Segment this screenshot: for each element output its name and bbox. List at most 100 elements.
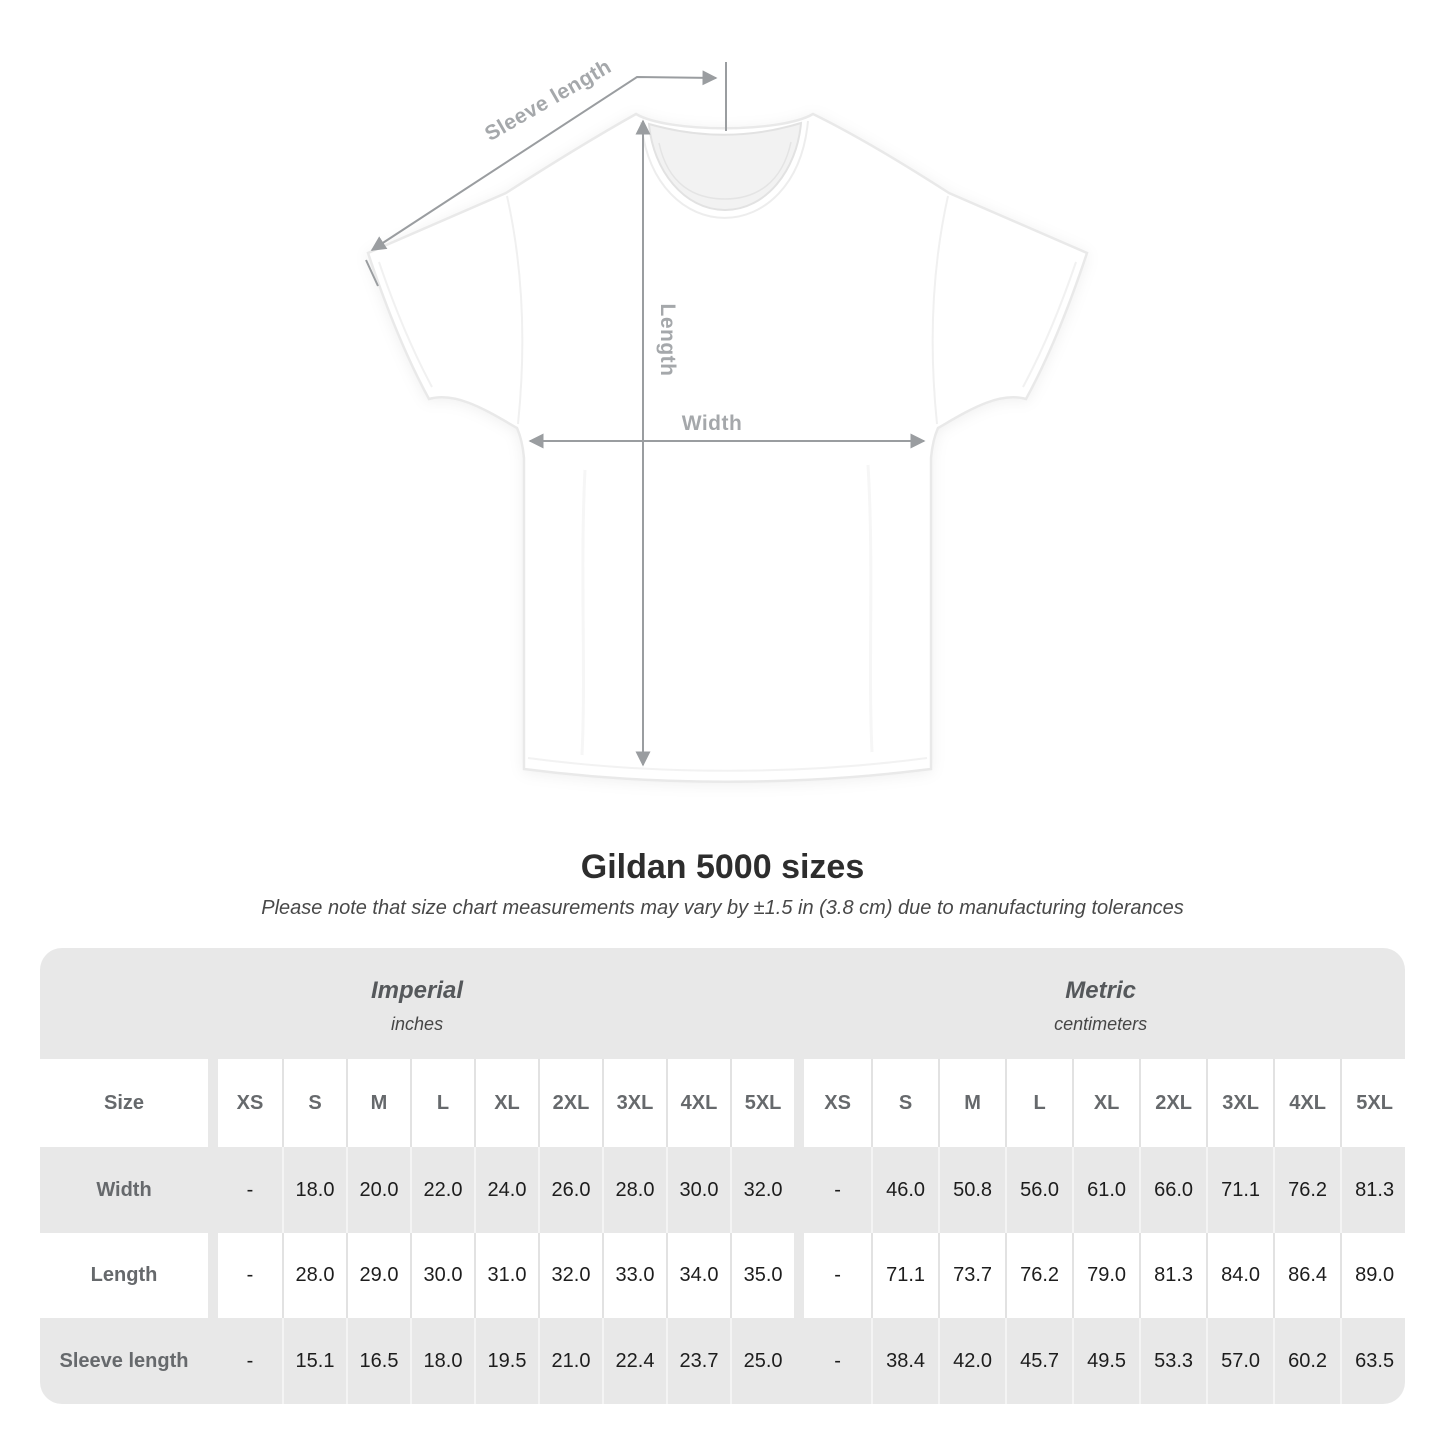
size-col-header: S — [871, 1058, 939, 1148]
tshirt-measurement-diagram: Sleeve length Length Width — [365, 55, 1089, 783]
value-cell: 31.0 — [474, 1232, 538, 1319]
value-cell: 71.1 — [1206, 1147, 1273, 1233]
value-cell: - — [246, 1349, 254, 1372]
value-cell: - — [804, 1232, 872, 1319]
column-gap — [208, 1233, 218, 1319]
value-cell: 33.0 — [602, 1232, 666, 1319]
imperial-unit-label: inches — [391, 1014, 444, 1035]
value-cell: 38.4 — [871, 1318, 938, 1404]
value-cell: 46.0 — [871, 1147, 938, 1233]
value-cell: 22.4 — [602, 1318, 666, 1404]
size-col-header: XL — [474, 1058, 538, 1148]
size-col-header: 2XL — [538, 1058, 602, 1148]
page-title: Gildan 5000 sizes — [580, 848, 865, 886]
value-cell: 34.0 — [666, 1232, 730, 1319]
group-gap — [794, 1147, 804, 1233]
value-cell: 76.2 — [1273, 1147, 1340, 1233]
value-cell: - — [834, 1178, 841, 1201]
value-cell: 79.0 — [1072, 1232, 1140, 1319]
group-gap — [794, 1233, 804, 1319]
sleeve-length-label: Sleeve length — [481, 55, 615, 146]
sleeve-tip-extension — [365, 259, 379, 287]
value-cell: 22.0 — [410, 1147, 474, 1233]
size-col-header: L — [1005, 1058, 1073, 1148]
value-cell: - — [246, 1178, 254, 1201]
metric-unit-label: centimeters — [1054, 1014, 1148, 1035]
value-cell: 81.3 — [1139, 1232, 1207, 1319]
value-cell: 35.0 — [730, 1232, 795, 1319]
table-row-width: Width - 18.0 20.0 22.0 24.0 26.0 28.0 30… — [40, 1147, 1405, 1233]
size-col-header: 3XL — [1206, 1058, 1274, 1148]
size-corner-label: Size — [40, 1058, 208, 1148]
value-cell: 81.3 — [1340, 1147, 1405, 1233]
size-col-header: M — [346, 1058, 410, 1148]
table-row-sleeve-length: Sleeve length - 15.1 16.5 18.0 19.5 21.0… — [40, 1318, 1405, 1404]
value-cell: 60.2 — [1273, 1318, 1340, 1404]
value-cell: 24.0 — [474, 1147, 538, 1233]
value-cell: 71.1 — [871, 1232, 939, 1319]
value-cell: 26.0 — [538, 1147, 602, 1233]
body-fold-right — [866, 464, 874, 753]
imperial-group-header: Imperial inches — [40, 948, 794, 1059]
value-cell: - — [834, 1349, 841, 1372]
value-cell: - — [218, 1232, 282, 1319]
value-cell: 15.1 — [282, 1318, 346, 1404]
value-cell: 28.0 — [282, 1232, 346, 1319]
row-label: Sleeve length — [59, 1349, 189, 1372]
value-cell: 84.0 — [1206, 1232, 1274, 1319]
column-gap — [208, 1059, 218, 1148]
value-cell: 30.0 — [410, 1232, 474, 1319]
value-cell: 49.5 — [1072, 1318, 1139, 1404]
value-cell: 57.0 — [1206, 1318, 1273, 1404]
tolerance-note: Please note that size chart measurements… — [261, 897, 1184, 919]
value-cell: 63.5 — [1340, 1318, 1405, 1404]
size-col-header: L — [410, 1058, 474, 1148]
size-col-header: 2XL — [1139, 1058, 1207, 1148]
size-chart-table: Imperial inches Metric centimeters Size … — [40, 948, 1405, 1404]
size-col-header: 4XL — [666, 1058, 730, 1148]
size-col-header: 5XL — [1340, 1058, 1405, 1148]
group-gap — [794, 1318, 804, 1404]
value-cell: 29.0 — [346, 1232, 410, 1319]
value-cell: 53.3 — [1139, 1318, 1206, 1404]
size-col-header: XL — [1072, 1058, 1140, 1148]
size-col-header: 4XL — [1273, 1058, 1341, 1148]
sleeve-hem-right — [1022, 261, 1077, 388]
bottom-hem-line — [527, 757, 928, 772]
value-cell: 45.7 — [1005, 1318, 1072, 1404]
value-cell: 20.0 — [346, 1147, 410, 1233]
row-label: Length — [40, 1232, 208, 1319]
value-cell: 86.4 — [1273, 1232, 1341, 1319]
row-label: Width — [96, 1178, 152, 1201]
table-row-length: Length - 28.0 29.0 30.0 31.0 32.0 33.0 3… — [40, 1232, 1405, 1319]
group-gap — [794, 1059, 804, 1148]
imperial-label: Imperial — [371, 977, 464, 1005]
column-gap — [208, 1147, 218, 1233]
value-cell: 32.0 — [730, 1147, 794, 1233]
value-cell: 56.0 — [1005, 1147, 1072, 1233]
metric-label: Metric — [1065, 977, 1136, 1005]
value-cell: 19.5 — [474, 1318, 538, 1404]
unit-group-row: Imperial inches Metric centimeters — [40, 948, 1405, 1059]
value-cell: 76.2 — [1005, 1232, 1073, 1319]
value-cell: 50.8 — [938, 1147, 1005, 1233]
value-cell: 89.0 — [1340, 1232, 1405, 1319]
value-cell: 18.0 — [410, 1318, 474, 1404]
value-cell: 28.0 — [602, 1147, 666, 1233]
size-col-header: S — [282, 1058, 346, 1148]
size-col-header: M — [938, 1058, 1006, 1148]
metric-group-header: Metric centimeters — [794, 948, 1405, 1059]
tshirt-silhouette — [366, 112, 1089, 783]
length-label: Length — [656, 304, 679, 377]
value-cell: 42.0 — [938, 1318, 1005, 1404]
value-cell: 73.7 — [938, 1232, 1006, 1319]
body-fold-left — [580, 469, 587, 756]
size-col-header: 3XL — [602, 1058, 666, 1148]
value-cell: 30.0 — [666, 1147, 730, 1233]
size-chart-panel: Imperial inches Metric centimeters Size … — [40, 948, 1405, 1404]
column-gap — [208, 1318, 218, 1404]
armhole-seam-right — [931, 195, 949, 425]
size-col-header: 5XL — [730, 1058, 795, 1148]
width-label: Width — [682, 412, 743, 435]
value-cell: 16.5 — [346, 1318, 410, 1404]
